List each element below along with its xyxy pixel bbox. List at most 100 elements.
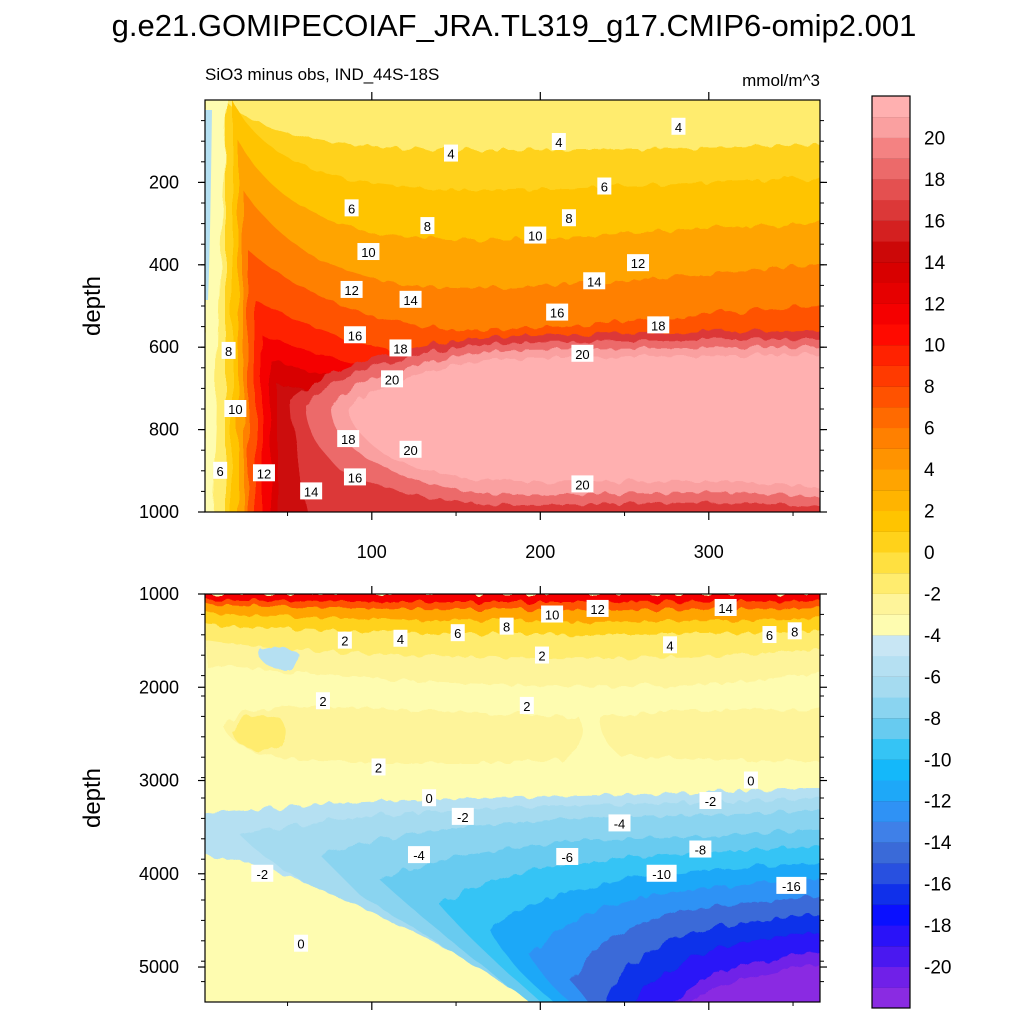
top-ytick-label: 1000: [139, 502, 179, 522]
bottom-contour-label: 2: [315, 692, 330, 710]
contour-label-bg: [337, 430, 360, 448]
contour-label-text: 14: [718, 601, 732, 616]
colorbar-swatch: [872, 966, 910, 988]
contour-label-text: -2: [705, 794, 717, 809]
colorbar-swatch: [872, 945, 910, 968]
contour-label-text: 2: [538, 649, 545, 664]
contour-label-bg: [699, 792, 722, 810]
colorbar-label: 8: [924, 377, 935, 398]
contour-label-bg: [583, 272, 606, 290]
top-x-axis: 100 200 300: [287, 92, 794, 562]
contour-label-text: 18: [341, 432, 355, 447]
colorbar-swatch: [872, 386, 910, 408]
contour-label-bg: [221, 341, 236, 359]
colorbar-frame: [871, 95, 911, 1009]
contour-label-bg: [561, 209, 576, 227]
contour-label-text: 16: [550, 306, 564, 321]
bottom-x-axis: [287, 586, 794, 1010]
top-contour-label: 20: [381, 370, 404, 388]
colorbar-swatch: [872, 324, 910, 346]
contour-label-text: 10: [361, 245, 375, 260]
bottom-contour-label: 0: [422, 789, 437, 807]
top-contour-label: 8: [221, 341, 236, 359]
top-contour-label: 14: [399, 290, 422, 308]
bottom-contour-label: -6: [556, 847, 579, 865]
colorbar-swatch: [872, 572, 910, 594]
contour-label-text: 2: [375, 760, 382, 775]
bottom-contour-label: 2: [371, 758, 386, 776]
bottom-contour-label: 2: [519, 696, 534, 714]
colorbar-label: 2: [924, 502, 935, 523]
top-contour-label: 20: [399, 440, 422, 458]
colorbar-label: -12: [924, 792, 951, 813]
contour-label-bg: [743, 771, 758, 789]
top-contour-label: 18: [647, 316, 670, 334]
contour-label-bg: [251, 864, 274, 882]
colorbar-swatch: [872, 178, 910, 201]
colorbar-swatch: [872, 158, 910, 180]
colorbar-swatch: [872, 987, 910, 1009]
contour-label-text: 0: [297, 937, 304, 952]
contour-label-bg: [647, 316, 670, 334]
colorbar-label: -18: [924, 916, 951, 937]
contour-label-bg: [343, 468, 366, 486]
colorbar-swatch: [872, 614, 910, 636]
contour-label-bg: [571, 344, 594, 362]
colorbar-swatch: [872, 904, 910, 926]
colorbar-swatch: [872, 800, 910, 822]
bottom-contour-label: 2: [534, 646, 549, 664]
colorbar-swatch: [872, 510, 910, 532]
top-contour-labels: 4 4 4 6 6 8 8 10 10 12 12 14 14 16 18 16 18 20 8 20 10 18 20 6 1…: [213, 117, 686, 500]
bottom-contour-label: 4: [393, 629, 408, 647]
contour-label-bg: [646, 864, 677, 882]
contour-label-bg: [776, 876, 807, 894]
contour-label-bg: [393, 629, 408, 647]
contour-label-bg: [551, 133, 566, 151]
colorbar-label: 12: [924, 294, 945, 315]
top-contour-label: 16: [343, 468, 366, 486]
bottom-contour-labels: 10 12 14 2 4 6 8 6 8 4 2 2 2 2 0 0 -2 -2 -4 -4 -6 -8 -10 -16 -2 0: [251, 598, 807, 952]
top-xtick-label: 100: [357, 542, 387, 562]
contour-label-bg: [787, 622, 802, 640]
top-contour-label: 4: [551, 133, 566, 151]
colorbar: -20-18-16-14-12-10-8-6-4-202468101214161…: [871, 95, 952, 1009]
colorbar-swatch: [872, 717, 910, 740]
contour-label-text: 2: [319, 694, 326, 709]
contour-label-text: -8: [695, 843, 707, 858]
contour-label-bg: [534, 646, 549, 664]
colorbar-label: 18: [924, 170, 945, 191]
top-contour-label: 16: [343, 326, 366, 344]
colorbar-label: -20: [924, 958, 951, 979]
bottom-ytick-label: 3000: [139, 771, 179, 791]
top-contour-label: 20: [571, 344, 594, 362]
top-contour-label: 12: [252, 464, 275, 482]
contour-label-text: 8: [565, 211, 572, 226]
contour-label-bg: [399, 290, 422, 308]
contour-label-text: 8: [503, 620, 510, 635]
colorbar-label: 16: [924, 211, 945, 232]
contour-label-text: 20: [385, 372, 399, 387]
contour-label-bg: [381, 370, 404, 388]
top-contour-label: 18: [337, 430, 360, 448]
bottom-contour-label: 0: [294, 934, 309, 952]
colorbar-swatch: [872, 427, 910, 449]
contour-label-text: -4: [413, 848, 425, 863]
contour-label-text: 6: [217, 464, 224, 479]
contour-label-text: 12: [631, 256, 645, 271]
contour-label-text: 20: [575, 347, 589, 362]
bottom-ytick-label: 1000: [139, 584, 179, 604]
bottom-contour-label: -16: [776, 876, 807, 894]
contour-label-bg: [571, 475, 594, 493]
contour-label-text: 8: [424, 219, 431, 234]
colorbar-label: -10: [924, 750, 951, 771]
bottom-contour-label: -2: [251, 864, 274, 882]
contour-label-text: 2: [523, 699, 530, 714]
contour-label-text: 10: [228, 402, 242, 417]
contour-label-text: 6: [454, 626, 461, 641]
top-contour-label: 14: [583, 272, 606, 290]
contour-label-text: 14: [587, 274, 601, 289]
contour-label-text: 6: [766, 628, 773, 643]
contour-label-bg: [586, 599, 609, 617]
